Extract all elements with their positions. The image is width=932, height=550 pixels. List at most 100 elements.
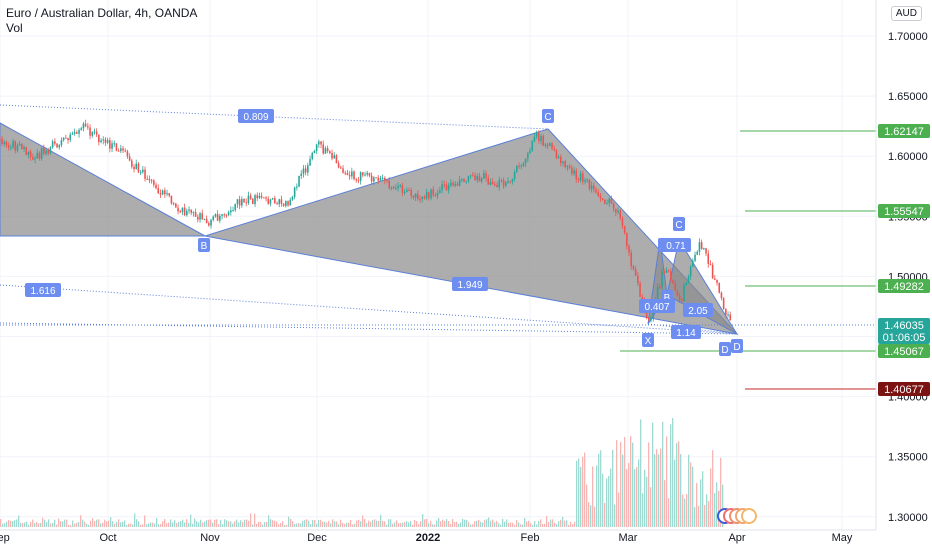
candle-body: [274, 198, 276, 204]
candle-body: [524, 158, 527, 164]
volume-bar: [556, 524, 558, 527]
volume-bar: [248, 520, 250, 527]
candle-body: [166, 193, 168, 195]
candle-body: [51, 141, 54, 148]
candle-body: [238, 199, 241, 206]
candle-body: [430, 189, 432, 199]
volume-bar: [526, 521, 528, 527]
volume-bar: [164, 519, 166, 527]
candle-body: [47, 150, 50, 154]
y-tick-label: 1.60000: [888, 151, 928, 163]
candle-body: [474, 175, 476, 181]
candle-body: [91, 132, 94, 136]
candle-body: [212, 216, 215, 220]
volume-bar: [286, 524, 288, 527]
volume-bar: [364, 519, 366, 527]
candle-body: [584, 180, 586, 182]
price-label: 01:06:05: [883, 332, 926, 344]
candle-body: [278, 199, 281, 205]
volume-bar: [196, 521, 198, 527]
x-tick-label: Apr: [728, 532, 745, 544]
candle-body: [84, 123, 87, 127]
volume-bar: [610, 468, 612, 527]
volume-bar: [532, 524, 534, 527]
candle-body: [652, 311, 655, 318]
ratio-label: 1.616: [30, 286, 55, 297]
volume-bar: [42, 517, 44, 527]
volume-bar: [36, 521, 38, 527]
candle-body: [199, 213, 201, 220]
point-label: B: [201, 241, 208, 252]
candle-body: [551, 143, 553, 149]
candle-body: [388, 180, 391, 188]
candle-body: [249, 195, 252, 199]
candle-body: [621, 218, 624, 227]
volume-bar: [396, 520, 398, 527]
candle-body: [203, 218, 206, 220]
volume-bar: [486, 519, 488, 527]
volume-bar: [334, 521, 336, 527]
currency-button[interactable]: AUD: [890, 6, 922, 21]
volume-bar: [170, 519, 172, 527]
candle-body: [115, 143, 118, 151]
volume-bar: [226, 520, 228, 527]
candle-body: [674, 283, 677, 291]
event-marker: [741, 508, 757, 524]
volume-bar: [282, 521, 284, 527]
candle-body: [465, 180, 468, 182]
point-label-bg: [198, 238, 210, 252]
volume-bar: [6, 521, 8, 527]
candle-body: [476, 176, 479, 181]
candle-body: [324, 148, 327, 154]
volume-bar: [672, 418, 674, 527]
volume-bar: [346, 522, 348, 527]
candle-body: [172, 203, 175, 205]
candle-body: [18, 143, 21, 146]
candle-body: [287, 201, 289, 206]
volume-bar: [50, 523, 52, 527]
volume-bar: [262, 524, 264, 527]
candle-body: [687, 276, 690, 283]
volume-bar: [578, 458, 580, 527]
volume-bar: [208, 519, 210, 527]
candle-body: [615, 208, 617, 213]
volume-bar: [594, 506, 596, 527]
candle-body: [267, 198, 270, 204]
volume-bar: [182, 519, 184, 527]
volume-bar: [420, 521, 422, 527]
volume-bar: [14, 520, 16, 527]
volume-bar: [238, 522, 240, 527]
symbol-title[interactable]: Euro / Australian Dollar, 4h, OANDA: [6, 6, 198, 20]
volume-bar: [462, 518, 464, 527]
volume-bar: [642, 493, 644, 527]
candle-body: [124, 150, 127, 152]
volume-bar: [446, 519, 448, 527]
volume-bar: [652, 422, 654, 527]
volume-bar: [682, 494, 684, 527]
price-axis[interactable]: 1.700001.650001.600001.550001.500001.450…: [875, 0, 932, 550]
volume-bar: [564, 520, 566, 527]
candle-body: [282, 203, 285, 206]
volume-bar: [612, 449, 614, 527]
time-axis[interactable]: Sep Oct Nov Dec 2022 Feb Mar Apr May: [0, 529, 876, 544]
candle-body: [564, 161, 567, 168]
price-candles: [0, 119, 732, 323]
candle-body: [357, 180, 360, 182]
volume-bar: [398, 523, 400, 527]
volume-bar: [690, 462, 692, 527]
candle-body: [300, 173, 303, 177]
candle-body: [520, 165, 523, 167]
candle-body: [14, 141, 17, 151]
volume-bar: [670, 424, 672, 527]
candle-body: [692, 260, 694, 267]
volume-bar: [452, 519, 454, 527]
candle-body: [201, 213, 204, 220]
volume-indicator-label[interactable]: Vol: [6, 21, 23, 35]
candle-body: [155, 184, 157, 189]
volume-bar: [504, 521, 506, 527]
candle-body: [177, 207, 179, 212]
volume-bar: [500, 524, 502, 527]
volume-bar: [366, 523, 368, 527]
